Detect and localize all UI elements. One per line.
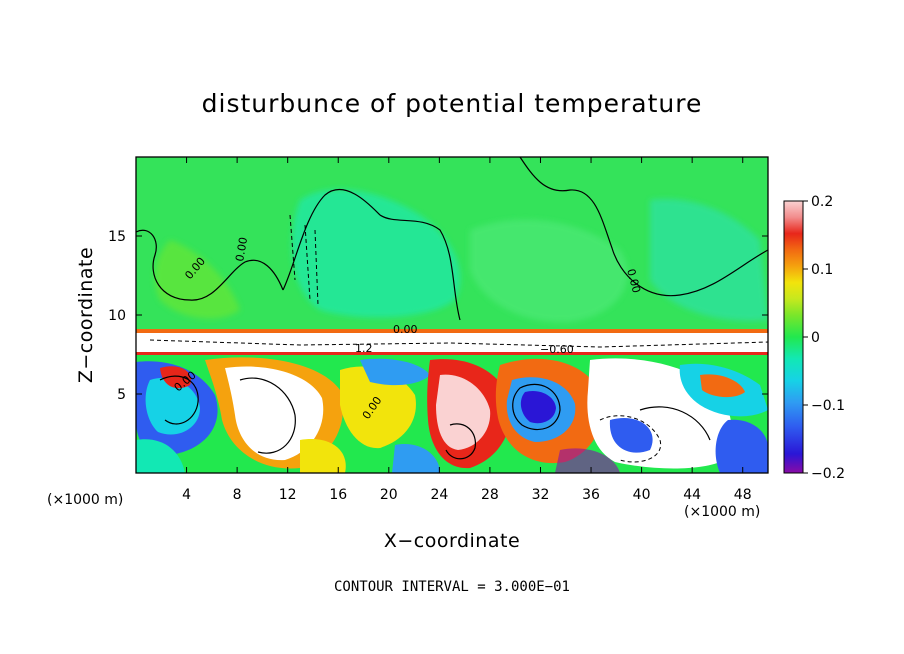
contour-interval-note: CONTOUR INTERVAL = 3.000E−01: [334, 579, 570, 595]
x-tick-label: 48: [734, 487, 752, 503]
colorbar-tick-label: 0.1: [811, 262, 833, 278]
colorbar-tick-label: −0.1: [811, 398, 845, 414]
x-tick-label: 12: [279, 487, 297, 503]
contour-label: 0.00: [233, 236, 250, 262]
contour-label: 0.00: [624, 267, 643, 294]
y-tick-label: 5: [117, 387, 126, 403]
x-tick-label: 32: [532, 487, 550, 503]
contour-label: 0.00: [393, 323, 418, 336]
x-tick-label: 24: [430, 487, 448, 503]
x-tick-label: 20: [380, 487, 398, 503]
y-unit-label: (×1000 m): [47, 492, 123, 508]
x-axis: 4 8 12 16 20 24 28 32 36 40 44 48: [182, 157, 752, 503]
x-tick-label: 28: [481, 487, 499, 503]
band-red: [136, 352, 768, 355]
x-unit-label: (×1000 m): [684, 504, 760, 520]
y-tick-label: 15: [108, 229, 126, 245]
colorbar: [783, 200, 804, 474]
x-axis-label: X−coordinate: [384, 530, 520, 552]
y-tick-label: 10: [108, 308, 126, 324]
x-tick-label: 44: [683, 487, 701, 503]
colorbar-tick-label: 0.2: [811, 194, 833, 210]
x-tick-label: 36: [582, 487, 600, 503]
plot-field: 0.00 0.00 0.00 0.00 0.00 0.00 1.2 −0.60: [136, 157, 768, 473]
contour-label: −0.60: [540, 343, 574, 356]
x-tick-label: 4: [182, 487, 191, 503]
contour-lines-dashed: [149, 214, 768, 463]
contour-lines: [136, 157, 768, 460]
x-tick-label: 40: [633, 487, 651, 503]
upper-patches: [154, 189, 768, 323]
colorbar-tick-label: −0.2: [811, 466, 845, 482]
colorbar-tick-label: 0: [811, 330, 820, 346]
y-axis: 5 10 15: [108, 229, 768, 403]
colorbar-ticks: 0.2 0.1 0 −0.1 −0.2: [803, 194, 845, 482]
x-tick-label: 16: [329, 487, 347, 503]
lower-patches: [136, 357, 768, 473]
chart-title: disturbunce of potential temperature: [202, 89, 703, 118]
contour-label: 1.2: [355, 342, 373, 355]
y-axis-label: Z−coordinate: [75, 247, 97, 383]
x-tick-label: 8: [233, 487, 242, 503]
band-orange: [136, 329, 768, 333]
